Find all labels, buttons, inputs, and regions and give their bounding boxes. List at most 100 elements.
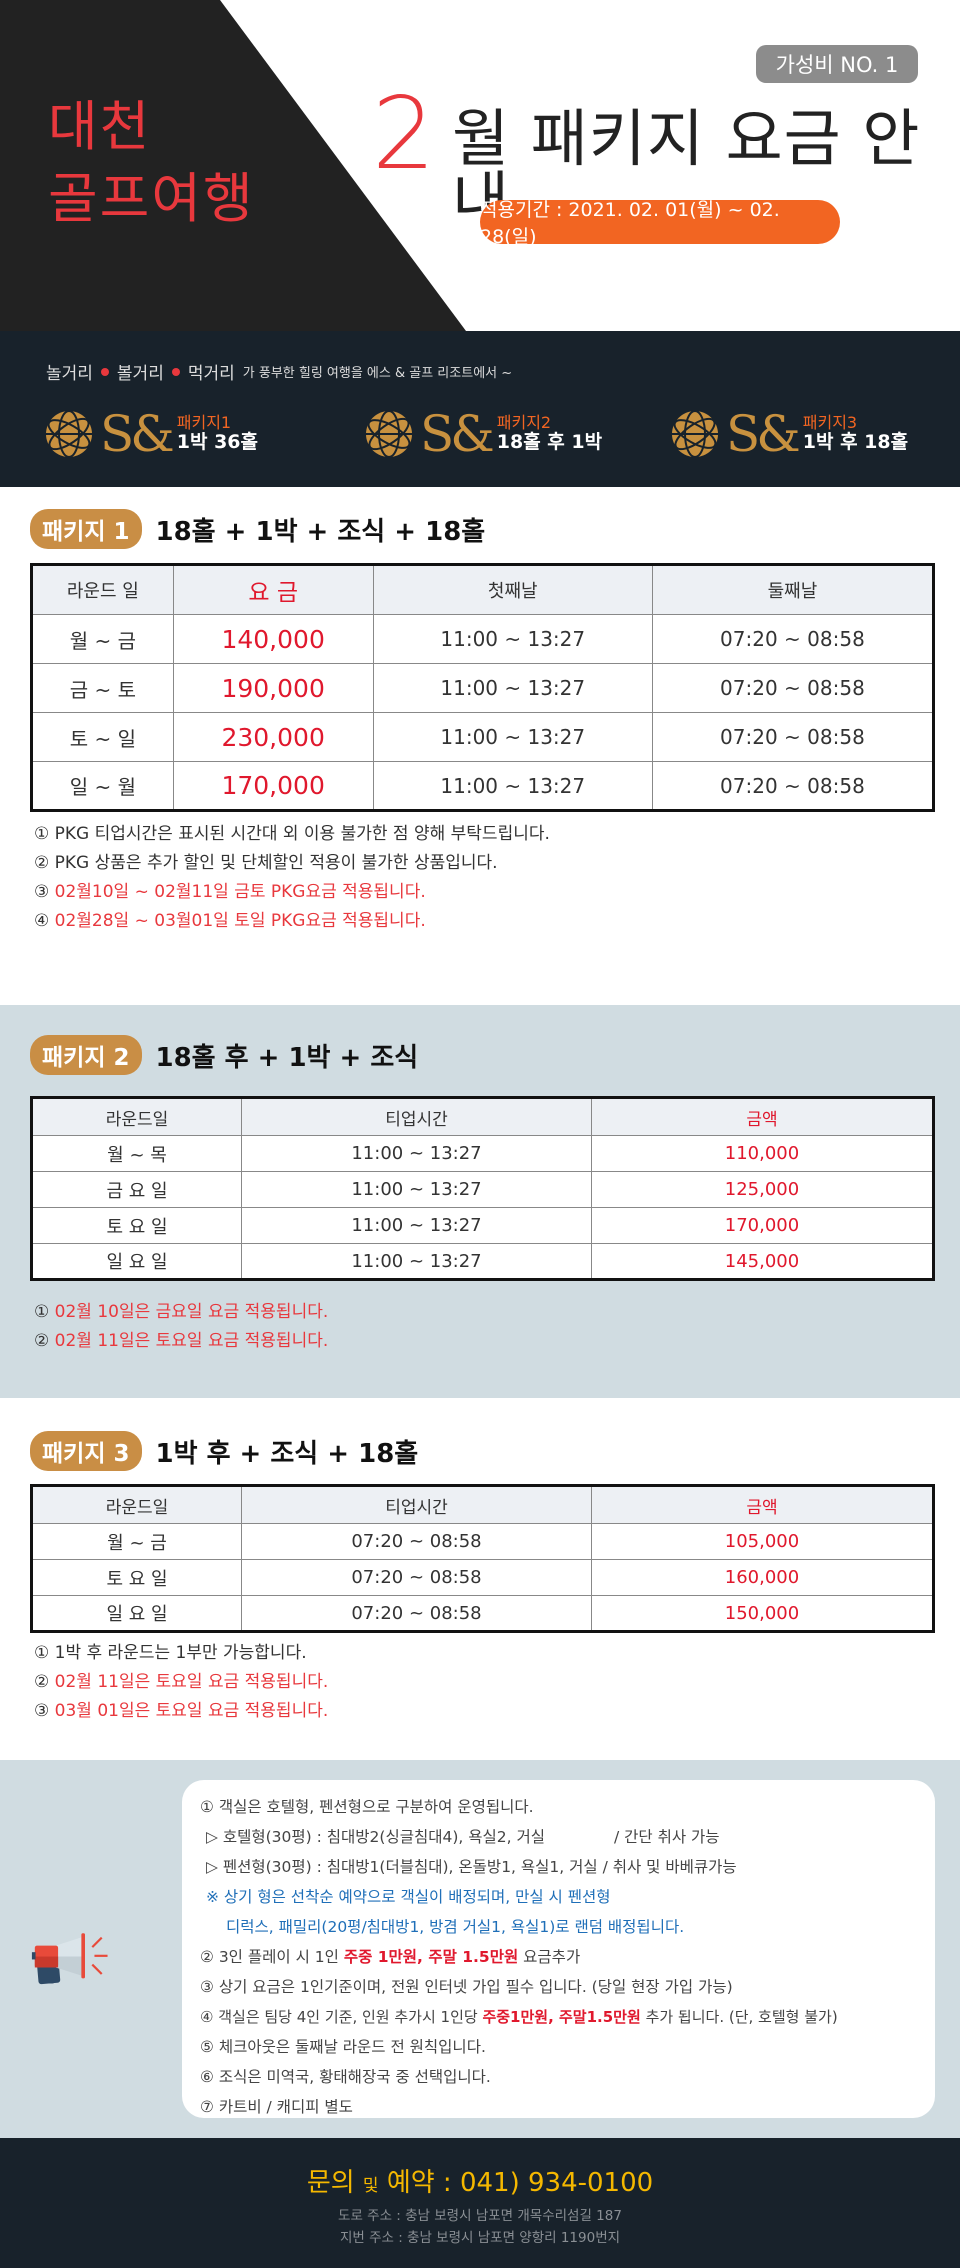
tagline: 놀거리 볼거리 먹거리 가 풍부한 힐링 여행을 에스 & 골프 리조트에서 ~: [46, 359, 512, 384]
package2-title: 18홀 후 + 1박 + 조식: [155, 1042, 419, 1073]
package3-heading: 패키지 3 1박 후 + 조식 + 18홀: [30, 1431, 418, 1471]
tag-see: 볼거리: [116, 364, 164, 384]
table-cell: 월 ~ 금: [31, 614, 174, 664]
package-logo: S& 패키지2 18홀 후 1박: [364, 409, 602, 459]
info-line: ▷ 호텔형(30평) : 침대방2(싱글침대4), 욕실2, 거실 / 간단 취…: [206, 1828, 720, 1846]
tagline-rest: 가 풍부한 힐링 여행을 에스 & 골프 리조트에서 ~: [242, 366, 513, 381]
table-cell: 금 요 일: [31, 1171, 242, 1208]
package1-heading: 패키지 1 18홀 + 1박 + 조식 + 18홀: [30, 509, 485, 549]
table-row: 월 ~ 금 140,000 11:00 ~ 13:27 07:20 ~ 08:58: [31, 614, 935, 664]
col-header: 티업시간: [241, 1097, 592, 1136]
hero-header: 대천 골프여행 가성비 NO. 1 2 월 패키지 요금 안내 적용기간 : 2…: [0, 0, 960, 331]
globe-icon: [672, 410, 718, 458]
table-cell: 일 요 일: [31, 1595, 242, 1632]
brand-line2: 골프여행: [48, 167, 255, 230]
note: ③ 03월 01일은 토요일 요금 적용됩니다.: [34, 1701, 329, 1721]
info-line: ① 객실은 호텔형, 펜션형으로 구분하여 운영됩니다.: [200, 1798, 534, 1816]
table-cell: 07:20 ~ 08:58: [241, 1523, 592, 1560]
globe-icon: [366, 410, 412, 458]
dot-icon: [171, 367, 180, 376]
package-logo: S& 패키지3 1박 후 18홀: [670, 409, 908, 459]
contact-phone[interactable]: 문의 및 예약 : 041) 934-0100: [306, 2168, 654, 2198]
package2-notes: ① 02월 10일은 금요일 요금 적용됩니다. ② 02월 11일은 토요일 …: [34, 1298, 328, 1356]
table-cell: 11:00 ~ 13:27: [372, 761, 653, 811]
price-cell: 170,000: [172, 761, 374, 811]
note: ② 02월 11일은 토요일 요금 적용됩니다.: [34, 1672, 329, 1692]
table-cell: 토 요 일: [31, 1207, 242, 1244]
package2-heading: 패키지 2 18홀 후 + 1박 + 조식: [30, 1035, 418, 1075]
package-desc: 18홀 후 1박: [496, 431, 603, 454]
note: ② 02월 11일은 토요일 요금 적용됩니다.: [34, 1331, 329, 1351]
table-cell: 07:20 ~ 08:58: [651, 663, 935, 713]
col-header: 라운드일: [31, 1485, 242, 1524]
package3-section: 패키지 3 1박 후 + 조식 + 18홀 라운드일 티업시간 금액 월 ~ 금…: [0, 1398, 960, 1760]
col-header: 둘째날: [651, 564, 935, 615]
price-cell: 105,000: [591, 1523, 934, 1560]
table-row: 일 요 일 11:00 ~ 13:27 145,000: [31, 1243, 934, 1280]
logo-mark: S&: [726, 405, 801, 463]
package3-table: 라운드일 티업시간 금액 월 ~ 금 07:20 ~ 08:58 105,000 토 …: [30, 1484, 935, 1633]
dot-icon: [100, 367, 109, 376]
info-line: ⑥ 조식은 미역국, 황태해장국 중 선택입니다.: [200, 2068, 491, 2086]
note: ③ 02월10일 ~ 02월11일 금토 PKG요금 적용됩니다.: [34, 882, 426, 902]
dark-triangle-decoration: [0, 0, 466, 331]
info-line: ② 3인 플레이 시 1인 주중 1만원, 주말 1.5만원 요금추가: [200, 1948, 581, 1966]
info-card: ① 객실은 호텔형, 펜션형으로 구분하여 운영됩니다. ▷ 호텔형(30평) …: [182, 1780, 935, 2118]
info-line: ⑦ 카트비 / 캐디피 별도: [200, 2098, 353, 2116]
table-row: 월 ~ 금 07:20 ~ 08:58 105,000: [31, 1523, 934, 1560]
footer: 문의 및 예약 : 041) 934-0100 도로 주소 : 충남 보령시 남…: [0, 2138, 960, 2268]
info-line: 디럭스, 패밀리(20평/침대방1, 방겸 거실1, 욕실1)로 랜덤 배정됩니…: [226, 1918, 685, 1936]
price-cell: 160,000: [591, 1559, 934, 1596]
package1-notes: ① PKG 티업시간은 표시된 시간대 외 이용 불가한 점 양해 부탁드립니다…: [34, 820, 550, 936]
page-title: 월 패키지 요금 안내: [452, 102, 921, 237]
package1-badge: 패키지 1: [30, 509, 142, 549]
table-cell: 11:00 ~ 13:27: [372, 663, 653, 713]
package2-badge: 패키지 2: [30, 1035, 142, 1075]
table-cell: 일 요 일: [31, 1243, 242, 1280]
table-cell: 07:20 ~ 08:58: [651, 614, 935, 664]
price-cell: 170,000: [591, 1207, 934, 1244]
note: ① 1박 후 라운드는 1부만 가능합니다.: [34, 1643, 307, 1663]
brand-line1: 대천: [48, 95, 152, 158]
package2-table: 라운드일 티업시간 금액 월 ~ 목 11:00 ~ 13:27 110,000 금 …: [30, 1096, 935, 1281]
table-cell: 금 ~ 토: [31, 663, 174, 713]
col-header: 금액: [591, 1485, 934, 1524]
table-cell: 월 ~ 금: [31, 1523, 242, 1560]
table-row: 일 요 일 07:20 ~ 08:58 150,000: [31, 1595, 934, 1632]
price-cell: 125,000: [591, 1171, 934, 1208]
table-row: 금 ~ 토 190,000 11:00 ~ 13:27 07:20 ~ 08:58: [31, 663, 935, 713]
package1-title: 18홀 + 1박 + 조식 + 18홀: [155, 516, 486, 547]
package-name: 패키지1: [176, 412, 232, 432]
package-logo: S& 패키지1 1박 36홀: [44, 409, 258, 459]
package1-section: 패키지 1 18홀 + 1박 + 조식 + 18홀 라운드 일 요 금 첫째날 …: [0, 487, 960, 1005]
table-row: 금 요 일 11:00 ~ 13:27 125,000: [31, 1171, 934, 1208]
package3-notes: ① 1박 후 라운드는 1부만 가능합니다. ② 02월 11일은 토요일 요금…: [34, 1639, 328, 1726]
price-cell: 190,000: [172, 663, 374, 713]
note: ① 02월 10일은 금요일 요금 적용됩니다.: [34, 1302, 329, 1322]
price-cell: 110,000: [591, 1135, 934, 1172]
col-header: 라운드일: [31, 1097, 242, 1136]
table-cell: 11:00 ~ 13:27: [241, 1243, 592, 1280]
info-line: ▷ 펜션형(30평) : 침대방1(더블침대), 온돌방1, 욕실1, 거실 /…: [206, 1858, 737, 1876]
table-row: 토 ~ 일 230,000 11:00 ~ 13:27 07:20 ~ 08:58: [31, 712, 935, 762]
package-desc: 1박 36홀: [176, 431, 259, 454]
logo-mark: S&: [100, 405, 175, 463]
info-line: ※ 상기 형은 선착순 예약으로 객실이 배정되며, 만실 시 펜션형: [206, 1888, 611, 1906]
package2-section: 패키지 2 18홀 후 + 1박 + 조식 라운드일 티업시간 금액 월 ~ 목…: [0, 1005, 960, 1398]
col-header: 티업시간: [241, 1485, 592, 1524]
table-cell: 토 ~ 일: [31, 712, 174, 762]
value-badge: 가성비 NO. 1: [756, 45, 918, 83]
info-line: ⑤ 체크아웃은 둘째날 라운드 전 원칙입니다.: [200, 2038, 486, 2056]
note: ② PKG 상품은 추가 할인 및 단체할인 적용이 불가한 상품입니다.: [34, 853, 498, 873]
price-cell: 145,000: [591, 1243, 934, 1280]
table-cell: 11:00 ~ 13:27: [241, 1207, 592, 1244]
table-row: 토 요 일 07:20 ~ 08:58 160,000: [31, 1559, 934, 1596]
col-header: 요 금: [172, 564, 374, 615]
road-address: 도로 주소 : 충남 보령시 남포면 개목수리섬길 187: [338, 2208, 622, 2224]
col-header: 금액: [591, 1097, 934, 1136]
package-name: 패키지3: [802, 412, 858, 432]
price-cell: 230,000: [172, 712, 374, 762]
table-row: 월 ~ 목 11:00 ~ 13:27 110,000: [31, 1135, 934, 1172]
price-cell: 140,000: [172, 614, 374, 664]
package3-title: 1박 후 + 조식 + 18홀: [155, 1438, 419, 1469]
